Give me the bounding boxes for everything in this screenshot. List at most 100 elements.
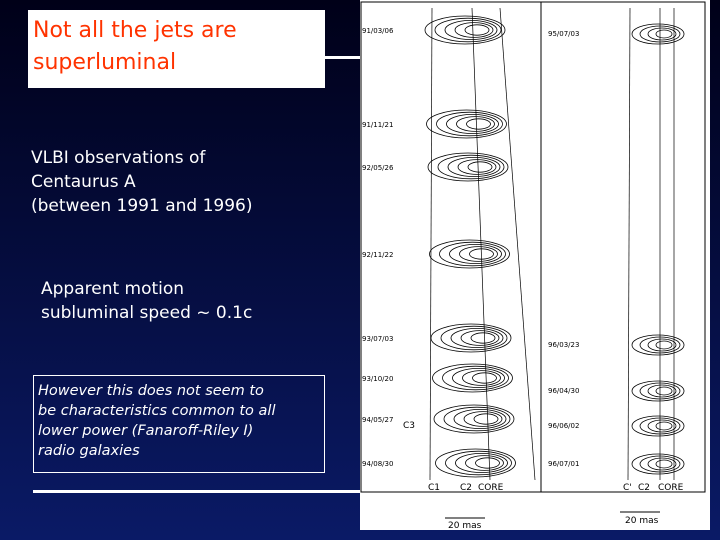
note-box	[33, 375, 325, 473]
contour	[432, 363, 513, 393]
contour	[655, 29, 673, 39]
contour	[442, 365, 509, 391]
contour	[655, 459, 673, 469]
contour	[470, 332, 496, 344]
component-label: CORE	[658, 483, 684, 493]
contour	[655, 421, 673, 431]
component-label: C2	[460, 483, 472, 493]
contour	[439, 241, 506, 267]
contour	[466, 118, 491, 130]
track	[471, 7, 491, 481]
contour	[429, 239, 510, 269]
contour	[631, 453, 685, 475]
contour	[449, 243, 502, 264]
contour	[655, 340, 673, 350]
date-label: 94/08/30	[362, 460, 393, 468]
contour	[647, 419, 677, 433]
contour	[647, 27, 677, 41]
contour	[436, 111, 503, 137]
contour	[435, 448, 516, 478]
component-label: C2	[638, 483, 650, 493]
contour	[462, 370, 501, 386]
component-label: C'	[623, 483, 632, 493]
connector	[325, 56, 361, 59]
scale-label: 20 mas	[625, 516, 659, 526]
figure: 91/03/06 91/11/21 92/05/26 92/11/22 93/07/03…	[360, 0, 710, 530]
contour	[647, 338, 677, 352]
underline	[33, 490, 363, 493]
contour	[631, 23, 685, 45]
contour	[437, 154, 505, 180]
date-label: 95/07/03	[548, 30, 579, 38]
obs-line: VLBI observations of	[31, 148, 206, 168]
contour	[447, 156, 501, 177]
scale-label: 20 mas	[448, 521, 482, 530]
contour	[631, 415, 685, 437]
component-label: CORE	[478, 483, 504, 493]
contour	[647, 457, 677, 471]
contour	[467, 161, 493, 173]
date-label: 96/04/30	[548, 387, 579, 395]
title-line: superluminal	[33, 50, 177, 75]
component-label: C3	[403, 421, 415, 431]
date-label: 93/07/03	[362, 335, 393, 343]
contour	[434, 17, 502, 43]
contour	[453, 408, 507, 429]
contour	[445, 450, 512, 476]
contour	[446, 114, 499, 135]
note-line: However this does not seem to	[38, 383, 264, 399]
date-label: 96/03/23	[548, 341, 579, 349]
track	[499, 7, 536, 481]
contour	[473, 413, 499, 425]
date-label: 91/03/06	[362, 27, 394, 35]
motion-line: Apparent motion	[41, 279, 185, 299]
component-label: C1	[428, 483, 440, 493]
date-label: 93/10/20	[362, 375, 393, 383]
note-line: lower power (Fanaroff-Riley I)	[38, 423, 254, 439]
title-box	[28, 10, 325, 88]
contour	[452, 367, 505, 388]
date-label: 96/06/02	[548, 422, 579, 430]
contour	[456, 116, 495, 132]
contour	[430, 323, 512, 353]
contour	[440, 325, 508, 351]
date-label: 92/05/26	[362, 164, 394, 172]
date-label: 96/07/01	[548, 460, 579, 468]
right-panel	[540, 1, 706, 493]
contour	[460, 330, 500, 346]
contour	[472, 372, 497, 384]
obs-line: Centaurus A	[31, 172, 136, 192]
contour	[427, 152, 509, 182]
track	[429, 7, 433, 481]
contour	[655, 386, 673, 396]
figure-bg	[360, 0, 710, 530]
contour	[424, 15, 506, 45]
date-label: 92/11/22	[362, 251, 393, 259]
contour	[459, 246, 498, 262]
contour	[455, 452, 508, 473]
contour	[647, 384, 677, 398]
contour	[465, 455, 504, 471]
contour	[631, 334, 685, 356]
motion-line: subluminal speed ~ 0.1c	[41, 303, 253, 323]
contour	[457, 159, 497, 175]
obs-line: (between 1991 and 1996)	[31, 196, 253, 216]
contour	[450, 327, 504, 348]
contour	[463, 411, 503, 427]
contour	[464, 24, 490, 36]
contour	[433, 404, 515, 434]
contour	[631, 380, 685, 402]
note-line: radio galaxies	[38, 443, 140, 459]
contour	[444, 19, 498, 41]
date-label: 94/05/27	[362, 416, 393, 424]
contour	[426, 109, 507, 139]
contour	[454, 22, 494, 38]
contour	[475, 457, 500, 469]
note-line: be characteristics common to all	[38, 403, 276, 419]
track	[627, 7, 631, 481]
contour	[443, 406, 511, 432]
date-label: 91/11/21	[362, 121, 393, 129]
title-line: Not all the jets are	[33, 18, 237, 43]
